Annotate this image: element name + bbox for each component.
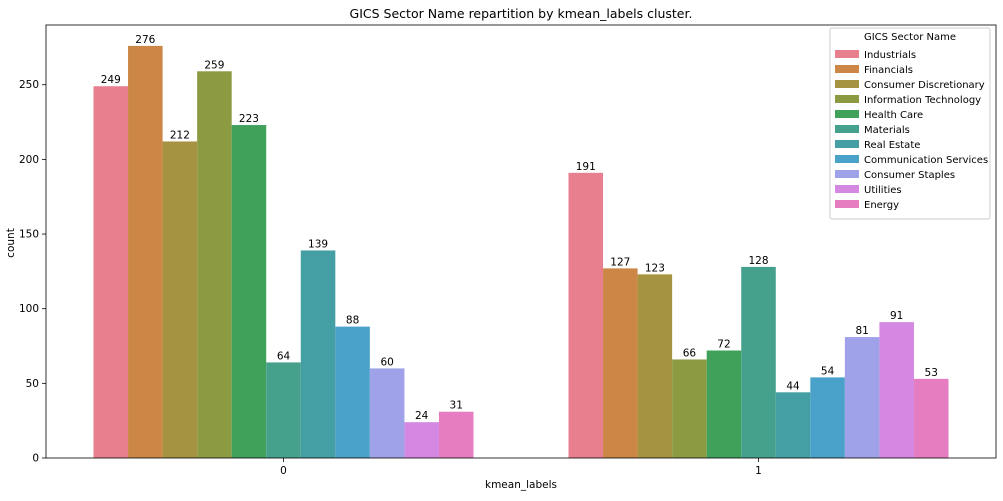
legend-swatch [835,95,859,103]
y-tick-label: 200 [19,154,39,166]
x-axis-label: kmean_labels [485,479,557,491]
bar-value-label: 259 [204,59,224,71]
bar-value-label: 223 [239,113,259,125]
bar-value-label: 128 [748,255,768,267]
legend-entry-label: Financials [864,65,913,76]
bar-value-label: 44 [786,380,800,392]
bar [844,337,880,458]
legend-entry-label: Energy [864,200,899,211]
bar [300,250,336,458]
y-tick-label: 250 [19,79,39,91]
bar-value-label: 66 [683,347,697,359]
legend-swatch [835,185,859,193]
chart-title: GICS Sector Name repartition by kmean_la… [350,6,693,21]
legend-swatch [835,155,859,163]
y-tick-label: 100 [19,303,39,315]
bar [879,322,914,458]
bar [810,377,845,458]
y-tick-label: 50 [26,378,39,390]
legend-swatch [835,65,859,73]
bar [568,172,604,458]
legend: GICS Sector Name Industrials Financials Con… [829,27,991,220]
legend-entry-label: Health Care [864,110,923,121]
bar [231,125,267,458]
bar-value-label: 127 [610,256,630,268]
axes-group: 0 50 100 150 200 250 0 1 [19,24,997,477]
legend-swatch [835,50,859,58]
legend-swatch [835,170,859,178]
y-axis-label: count [5,228,17,258]
y-tick-label: 0 [32,453,39,465]
legend-entry-label: Utilities [864,185,902,196]
bar-value-label: 72 [717,338,730,350]
bar [706,350,742,458]
plot-frame [45,24,997,459]
bar [672,359,707,458]
y-tick-label: 150 [19,229,39,241]
legend-entry-label: Consumer Discretionary [864,80,985,91]
bar [335,326,370,458]
bar-value-label: 31 [450,400,463,412]
bar-value-label: 249 [101,74,121,86]
legend-swatch [835,140,859,148]
bar [162,141,198,458]
legend-swatch [835,200,859,208]
legend-entry-label: Real Estate [864,140,920,151]
bar-value-label: 88 [346,315,359,327]
bar-value-label: 123 [645,262,665,274]
bar [93,86,129,459]
bar [404,422,439,458]
legend-entry-label: Communication Services [864,155,988,166]
x-tick-label: 0 [280,465,287,477]
bar-value-label: 191 [576,161,596,173]
bar [266,362,301,458]
legend-swatch [835,125,859,133]
bars-group [93,45,949,459]
bar-value-label: 24 [415,410,429,422]
bar-value-label: 139 [308,238,328,250]
bar [603,268,638,458]
bar-value-label: 64 [277,350,291,362]
legend-swatch [835,80,859,88]
bar [775,392,811,458]
x-tick-label: 1 [755,465,762,477]
bar-value-label: 91 [890,310,903,322]
bar [197,71,232,459]
bar [637,274,673,458]
legend-entry-label: Consumer Staples [864,170,955,181]
legend-entry-label: Industrials [864,50,916,61]
bar [128,45,163,459]
bar [369,368,405,458]
legend-title: GICS Sector Name [864,32,956,43]
bar [438,411,474,458]
bar-value-label: 81 [855,325,868,337]
bar [741,266,776,458]
bar [913,378,949,458]
legend-swatch [835,110,859,118]
bar-labels-group: 249 276 212 259 223 64 139 88 60 24 31 191 127 123 66 7… [101,34,938,422]
bar-value-label: 54 [821,365,835,377]
legend-entry-label: Materials [864,125,910,136]
bar-value-label: 276 [135,34,155,46]
legend-entry-label: Information Technology [864,95,981,106]
bar-value-label: 60 [380,356,393,368]
bar-value-label: 212 [170,129,190,141]
legend-box [829,27,991,220]
bar-value-label: 53 [925,367,938,379]
